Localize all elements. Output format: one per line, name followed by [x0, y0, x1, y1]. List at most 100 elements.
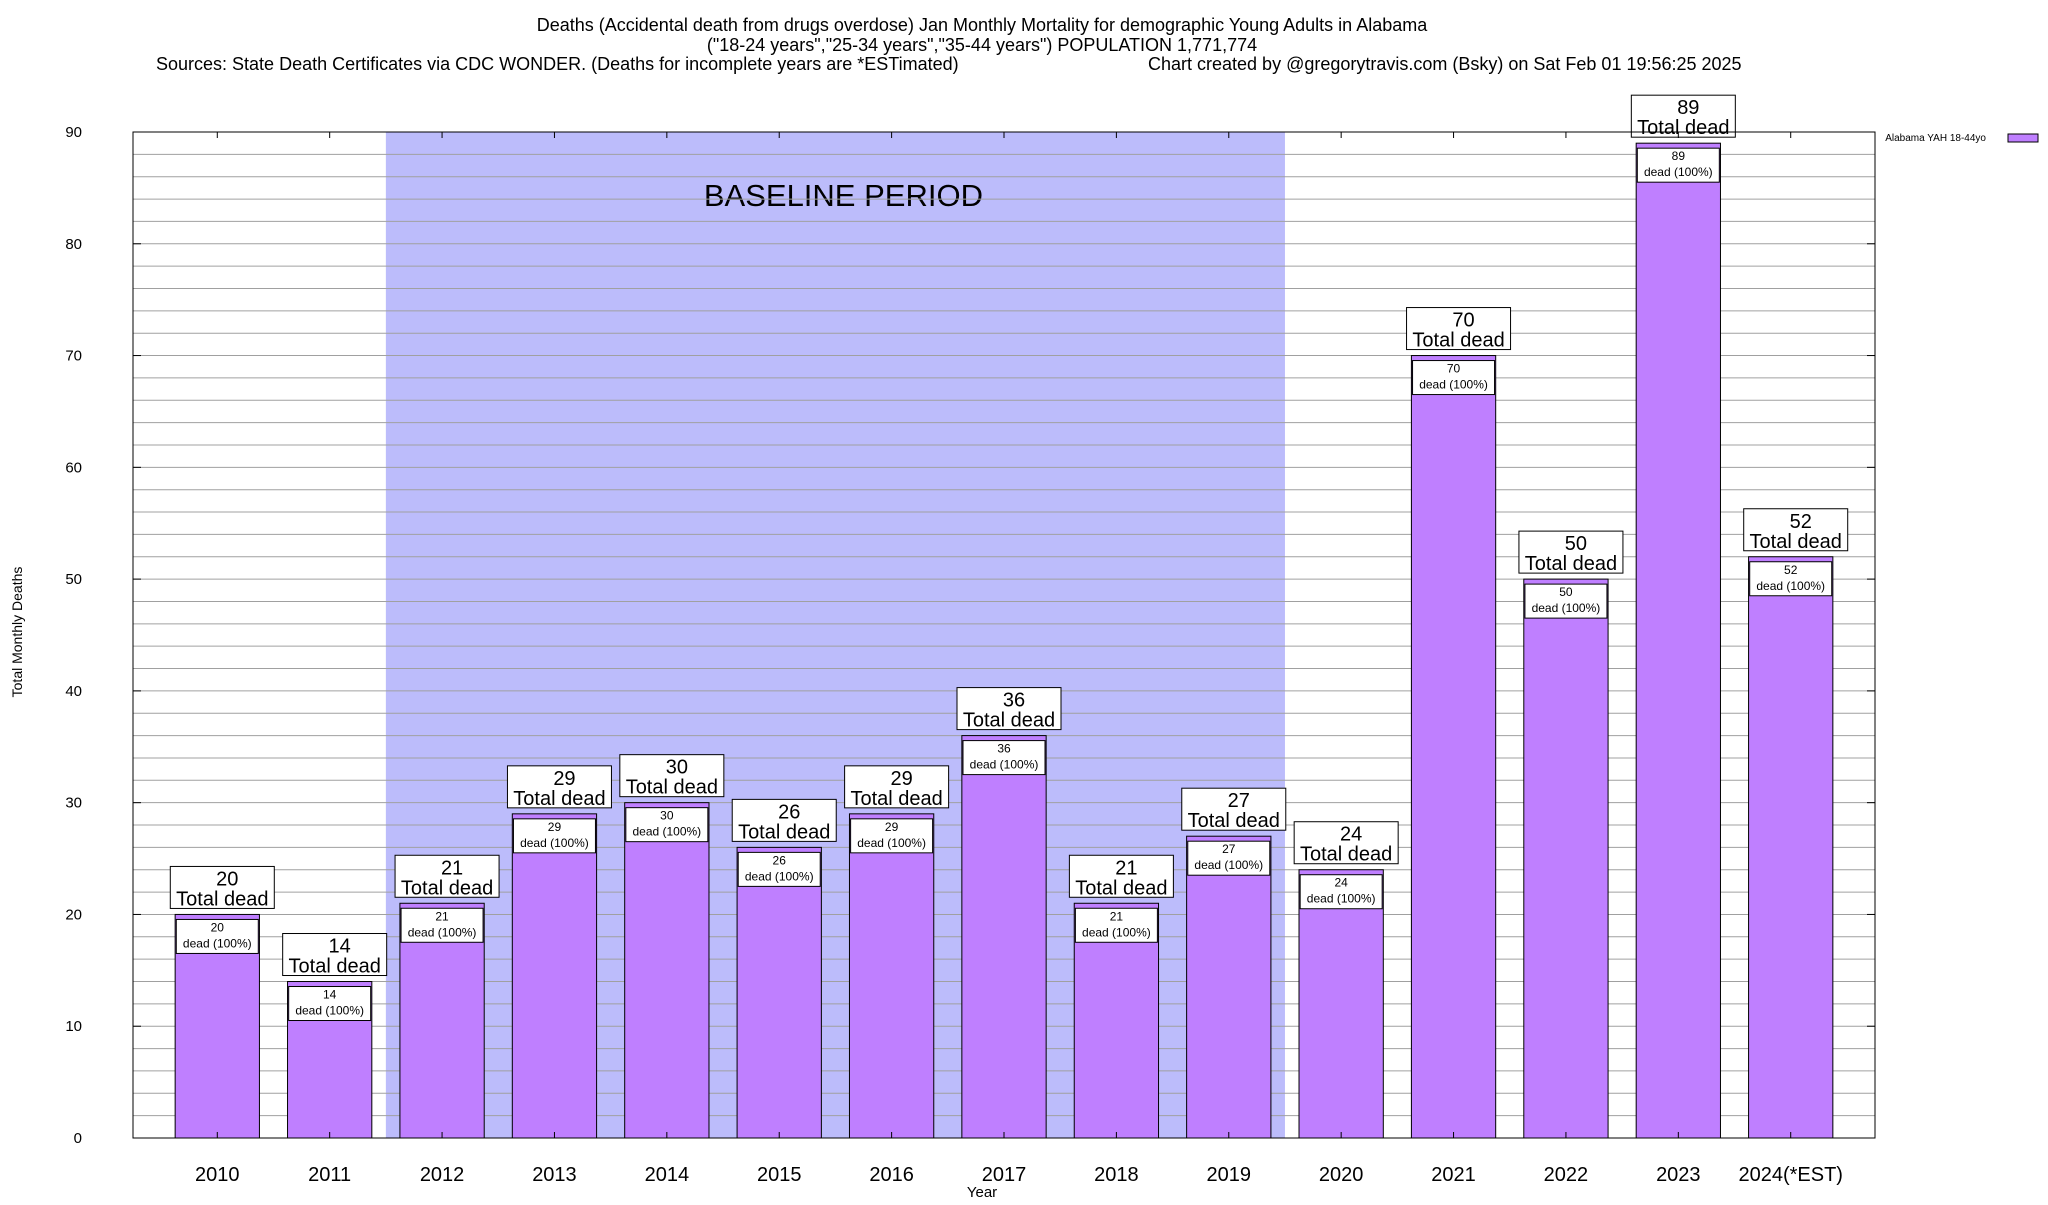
y-tick-label: 40 [65, 683, 82, 700]
bar-inner-label-box [1749, 561, 1833, 597]
x-tick-label: 2016 [869, 1164, 914, 1186]
bar-total-label-box [169, 865, 275, 909]
bar-total-label-box [956, 687, 1062, 731]
x-tick-label: 2010 [195, 1164, 240, 1186]
chart-title: Deaths (Accidental death from drugs over… [156, 15, 1742, 74]
bar-inner-label-box [737, 851, 821, 887]
bar-total-value: 29 [553, 768, 575, 790]
bar-total-caption: Total dead [738, 821, 830, 843]
bar [1523, 578, 1609, 1139]
bar-inner-value: 21 [435, 909, 449, 923]
y-tick-label: 50 [65, 571, 82, 588]
bar-inner-caption: dead (100%) [1307, 892, 1376, 906]
bar-total-caption: Total dead [626, 777, 718, 799]
bar-inner-caption: dead (100%) [857, 836, 926, 850]
bar [511, 813, 598, 1139]
bar-total-value: 14 [329, 936, 351, 958]
x-tick-label: 2019 [1207, 1164, 1252, 1186]
bar-inner-label-box [1187, 840, 1271, 876]
y-tick-label: 10 [65, 1018, 82, 1035]
bar-inner-caption: dead (100%) [1082, 925, 1151, 939]
credit-text: Chart created by @gregorytravis.com (Bsk… [1148, 54, 1742, 74]
bar-inner-value: 24 [1334, 876, 1348, 890]
bar-inner-caption: dead (100%) [1194, 858, 1263, 872]
bar [961, 735, 1047, 1139]
y-tick-label: 0 [74, 1130, 82, 1147]
bar-inner-value: 21 [1110, 909, 1124, 923]
bars [174, 142, 1834, 1139]
bar-total-value: 30 [666, 757, 688, 779]
bar-total-value: 21 [441, 857, 463, 879]
bar-inner-label-box [625, 807, 709, 843]
bar-inner-label-box [1074, 907, 1158, 943]
bar-inner-value: 89 [1672, 149, 1686, 163]
x-tick-label: 2012 [420, 1164, 465, 1186]
bar-inner-value: 26 [773, 853, 787, 867]
bar-inner-label-box [175, 918, 259, 954]
bar-inner-caption: dead (100%) [183, 936, 252, 950]
bar-inner-label-box [400, 907, 484, 943]
bar-inner-value: 27 [1222, 842, 1236, 856]
bar-total-label-box [1518, 530, 1624, 574]
bar-total-value: 89 [1677, 97, 1699, 119]
bar-inner-caption: dead (100%) [1644, 165, 1713, 179]
bar-total-caption: Total dead [1750, 531, 1842, 553]
title-line-2: ("18-24 years","25-34 years","35-44 year… [707, 35, 1257, 55]
bar-total-value: 20 [216, 868, 238, 890]
bar-total-caption: Total dead [289, 956, 381, 978]
y-tick-label: 70 [65, 348, 82, 365]
bar-total-caption: Total dead [963, 710, 1055, 732]
bar [1635, 142, 1721, 1139]
bar-inner-label-box [962, 740, 1046, 776]
bar-inner-caption: dead (100%) [408, 925, 477, 939]
x-tick-label: 2013 [532, 1164, 577, 1186]
y-tick-label: 30 [65, 795, 82, 812]
bar-total-value: 52 [1790, 511, 1812, 533]
x-tick-label: 2023 [1656, 1164, 1701, 1186]
bar-total-value: 21 [1115, 857, 1137, 879]
bar-total-caption: Total dead [1637, 117, 1729, 139]
bar-total-label-box [619, 754, 725, 798]
bar-inner-caption: dead (100%) [295, 1004, 364, 1018]
bar-inner-label-box [1299, 874, 1383, 910]
bar-inner-value: 29 [548, 820, 562, 834]
title-line-1: Deaths (Accidental death from drugs over… [537, 15, 1428, 35]
x-tick-label: 2011 [308, 1164, 351, 1186]
bar-total-label-box [844, 765, 950, 809]
y-tick-label: 90 [65, 124, 82, 141]
bar-total-label-box [1630, 94, 1736, 138]
bar [848, 813, 935, 1139]
bar-inner-label-box [1636, 147, 1720, 183]
bar-total-label-box [1406, 307, 1512, 351]
bar-inner-value: 50 [1559, 585, 1573, 599]
x-tick-label: 2024(*EST) [1738, 1164, 1843, 1186]
bar-inner-label-box [512, 818, 596, 854]
bar-inner-label-box [850, 818, 934, 854]
bar-inner-value: 14 [323, 988, 337, 1002]
bar-inner-caption: dead (100%) [520, 836, 589, 850]
sources-text: Sources: State Death Certificates via CD… [156, 54, 959, 74]
bar [736, 846, 822, 1139]
bar [1748, 556, 1834, 1139]
bar-total-value: 24 [1340, 824, 1362, 846]
x-tick-label: 2021 [1431, 1164, 1476, 1186]
bar-total-label-box [1743, 508, 1849, 552]
legend: Alabama YAH 18-44yo [1885, 133, 2039, 144]
y-tick-label: 80 [65, 236, 82, 253]
bar-total-value: 36 [1003, 690, 1025, 712]
bar-total-label-box [506, 765, 612, 809]
bar [1410, 355, 1497, 1139]
x-tick-label: 2017 [982, 1164, 1027, 1186]
bar-inner-caption: dead (100%) [970, 758, 1039, 772]
bar-total-caption: Total dead [513, 788, 605, 810]
bar [1186, 835, 1272, 1139]
bar-total-label-box [394, 854, 500, 898]
baseline-label: BASELINE PERIOD [704, 178, 983, 213]
bar-total-caption: Total dead [1525, 553, 1617, 575]
bar-total-value: 70 [1452, 310, 1474, 332]
bar-total-value: 29 [890, 768, 912, 790]
